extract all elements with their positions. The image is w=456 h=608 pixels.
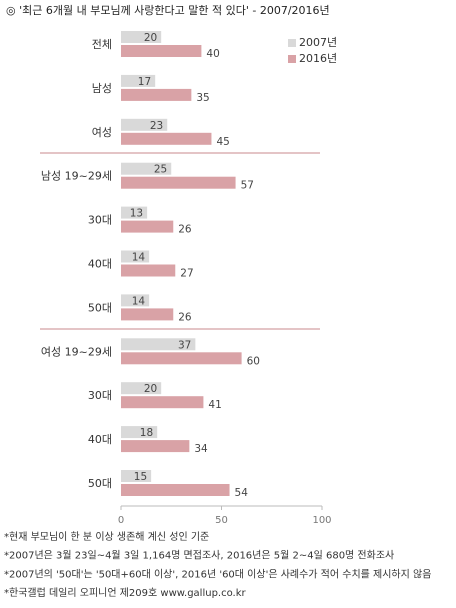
bar — [121, 264, 176, 277]
value-label: 45 — [216, 136, 229, 148]
value-label: 34 — [194, 443, 208, 455]
value-label: 14 — [132, 252, 146, 264]
bar — [121, 176, 236, 189]
value-label: 20 — [144, 383, 157, 395]
bar — [121, 338, 196, 351]
bar — [121, 74, 156, 87]
value-label: 26 — [178, 311, 192, 323]
x-tick-label: 50 — [215, 515, 228, 526]
category-label: 여성 — [92, 126, 112, 139]
bar — [121, 294, 150, 307]
footnote: *2007년의 '50대'는 '50대+60대 이상', 2016년 '60대 … — [4, 567, 431, 580]
category-label: 50대 — [88, 301, 112, 314]
bar — [121, 470, 152, 482]
value-label: 40 — [206, 48, 219, 60]
chart-title: ◎ '최근 6개월 내 부모님께 사랑한다고 말한 적 있다' - 2007/2… — [6, 4, 330, 17]
bar — [121, 88, 192, 101]
bar — [121, 31, 162, 43]
bar — [121, 352, 242, 365]
legend-swatch — [288, 55, 296, 63]
value-label: 18 — [140, 427, 153, 439]
value-label: 20 — [144, 32, 157, 44]
bar — [121, 426, 158, 439]
legend-label: 2007년 — [299, 36, 337, 49]
category-label: 여성 19~29세 — [41, 345, 112, 358]
x-tick-label: 0 — [118, 515, 124, 526]
footnote: *2007년은 3월 23일~4월 3일 1,164명 면접조사, 2016년은… — [4, 550, 394, 562]
value-label: 17 — [138, 76, 151, 88]
value-label: 60 — [247, 355, 260, 367]
bar — [121, 118, 168, 131]
bar — [121, 250, 150, 263]
category-label: 남성 19~29세 — [41, 170, 112, 183]
value-label: 54 — [235, 487, 249, 499]
value-label: 25 — [154, 164, 167, 176]
bar — [121, 220, 174, 233]
bar — [121, 382, 162, 395]
category-label: 50대 — [88, 477, 112, 490]
legend-label: 2016년 — [299, 52, 337, 65]
bar — [121, 132, 212, 145]
value-label: 37 — [178, 339, 191, 351]
bar — [121, 440, 190, 453]
bar — [121, 206, 148, 219]
value-label: 27 — [180, 268, 193, 280]
bar — [121, 308, 174, 321]
category-label: 40대 — [88, 258, 112, 271]
value-label: 13 — [130, 208, 143, 220]
value-label: 41 — [208, 399, 221, 411]
value-label: 14 — [132, 295, 146, 307]
category-label: 전체 — [92, 38, 112, 51]
bar — [121, 396, 204, 409]
footnote: *현재 부모님이 한 분 이상 생존해 계신 성인 기준 — [4, 530, 209, 543]
category-label: 40대 — [88, 433, 112, 446]
legend-swatch — [288, 39, 296, 47]
footnote: *한국갤럽 데일리 오피니언 제209호 www.gallup.co.kr — [4, 587, 247, 599]
category-label: 30대 — [88, 214, 112, 227]
value-label: 23 — [150, 120, 163, 132]
value-label: 35 — [196, 92, 209, 104]
category-label: 남성 — [92, 82, 112, 95]
value-label: 15 — [134, 471, 147, 483]
bar — [121, 45, 202, 57]
bar — [121, 162, 172, 175]
x-tick-label: 100 — [312, 515, 331, 526]
bar — [121, 484, 230, 496]
category-label: 30대 — [88, 389, 112, 402]
value-label: 57 — [241, 180, 254, 192]
value-label: 26 — [178, 224, 192, 236]
